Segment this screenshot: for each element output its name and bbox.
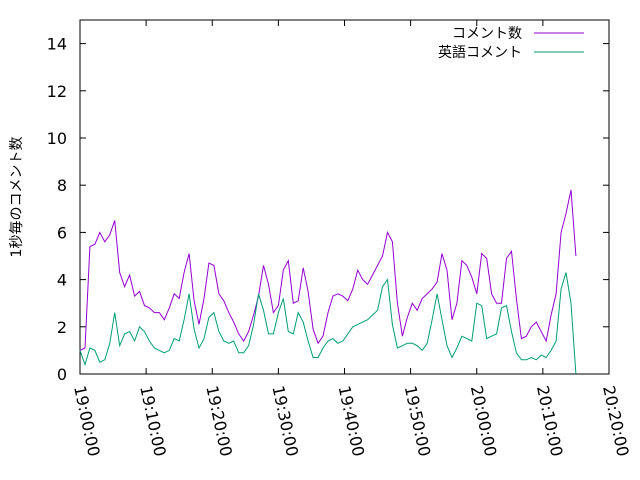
y-tick-label: 2 — [57, 318, 67, 337]
legend-label: コメント数 — [452, 26, 522, 42]
x-tick-label: 19:20:00 — [202, 384, 236, 458]
y-tick-label: 10 — [47, 129, 67, 148]
y-tick-label: 8 — [57, 176, 67, 195]
series-layer — [79, 189, 577, 375]
series-line-0 — [79, 189, 577, 351]
x-tick-label: 19:10:00 — [136, 384, 170, 458]
legend-label: 英語コメント — [438, 44, 522, 61]
y-tick-label: 0 — [57, 365, 67, 384]
y-axis: 0 2 4 6 8 10 12 14 — [47, 35, 609, 384]
x-tick-label: 20:20:00 — [599, 384, 633, 458]
y-tick-label: 6 — [57, 223, 67, 242]
series-line-1 — [79, 272, 577, 375]
y-tick-label: 4 — [57, 271, 67, 290]
x-tick-label: 19:30:00 — [268, 384, 302, 458]
y-tick-label: 14 — [47, 35, 67, 54]
x-tick-label: 20:10:00 — [533, 384, 567, 458]
x-tick-label: 20:00:00 — [467, 384, 501, 458]
y-tick-label: 12 — [47, 82, 67, 101]
y-axis-label: 1秒毎のコメント数 — [9, 137, 25, 258]
x-tick-label: 19:00:00 — [70, 384, 104, 458]
x-tick-label: 19:50:00 — [401, 384, 435, 458]
plot-frame — [79, 19, 610, 375]
x-axis: 19:00:00 19:10:00 19:20:00 19:30:00 19:40:00… — [70, 20, 633, 458]
x-tick-label: 19:40:00 — [335, 384, 369, 458]
